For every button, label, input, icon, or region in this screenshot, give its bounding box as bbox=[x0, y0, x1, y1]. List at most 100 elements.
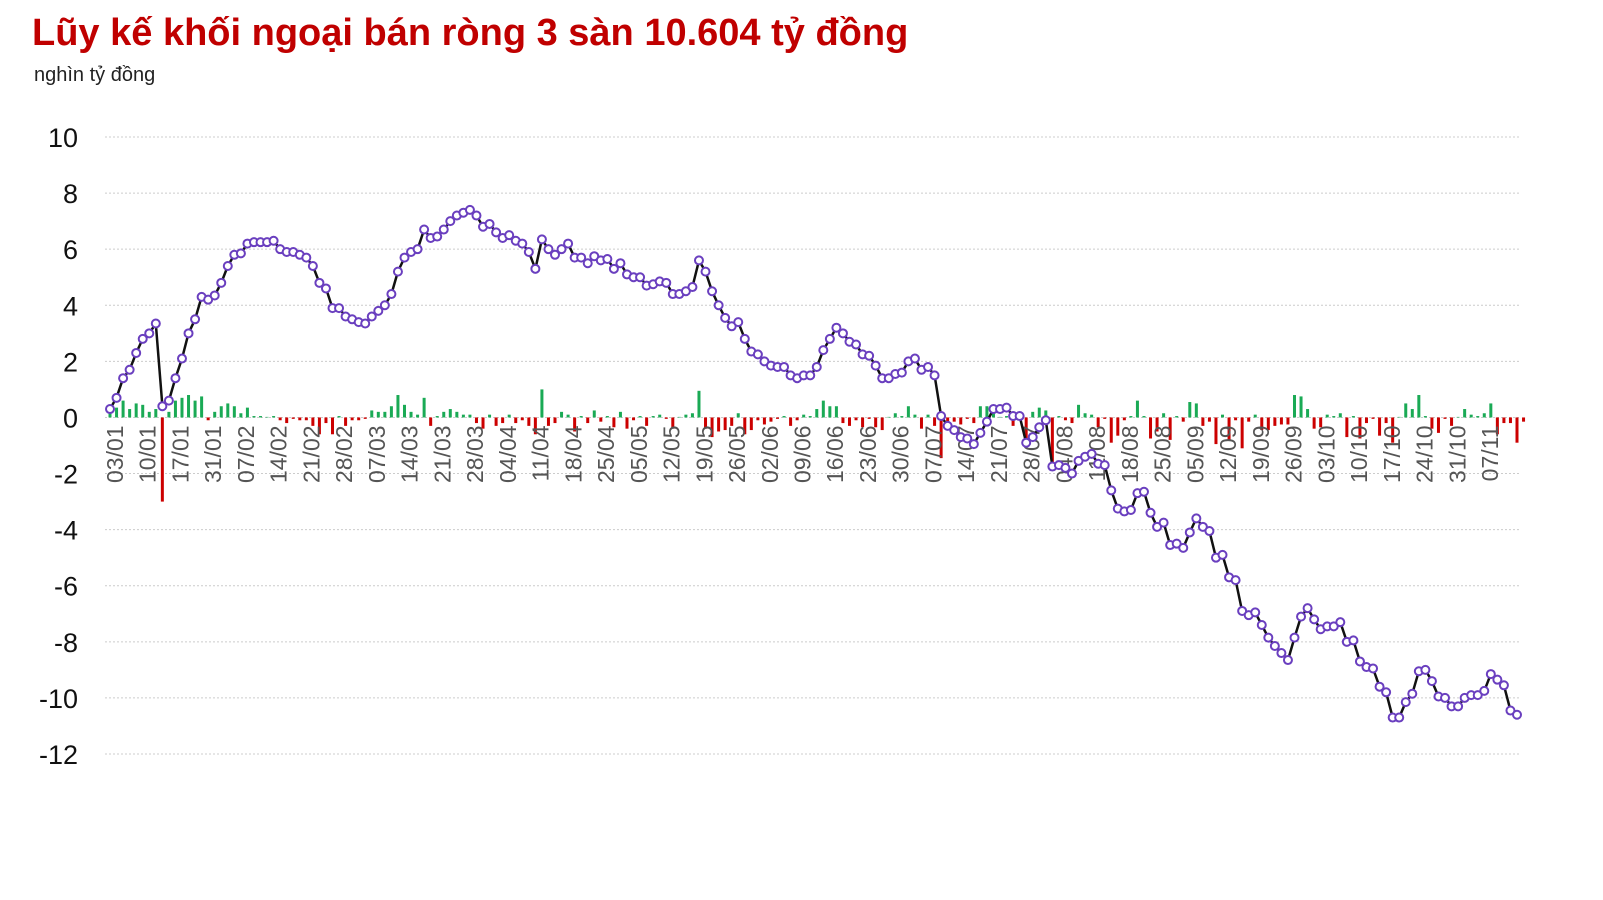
bar bbox=[723, 417, 727, 431]
bar bbox=[1005, 416, 1009, 418]
line-point bbox=[124, 364, 135, 375]
line-point bbox=[1014, 411, 1025, 422]
bar bbox=[383, 411, 387, 418]
bar bbox=[1384, 417, 1388, 424]
line-point bbox=[1184, 527, 1195, 538]
bar bbox=[141, 404, 145, 418]
bar bbox=[1338, 413, 1342, 418]
bar bbox=[965, 417, 969, 419]
line-point bbox=[582, 258, 593, 269]
line-point bbox=[1250, 607, 1261, 618]
bar bbox=[1221, 414, 1225, 418]
bar bbox=[507, 414, 511, 418]
line-point bbox=[1158, 517, 1169, 528]
x-tick-label: 30/06 bbox=[888, 425, 914, 483]
line-point bbox=[137, 333, 148, 344]
bar bbox=[285, 417, 289, 424]
bar bbox=[612, 417, 616, 428]
bar bbox=[730, 417, 734, 426]
line-point bbox=[412, 244, 423, 255]
bar bbox=[952, 417, 956, 422]
bar bbox=[265, 416, 269, 418]
bar bbox=[304, 417, 308, 421]
x-tick-label: 12/05 bbox=[659, 425, 685, 483]
bar bbox=[1371, 417, 1375, 419]
bar bbox=[344, 417, 348, 426]
bar bbox=[520, 417, 524, 421]
bar bbox=[1443, 417, 1447, 419]
line-point bbox=[949, 425, 960, 436]
bar bbox=[1423, 416, 1427, 418]
bar bbox=[1266, 417, 1270, 431]
bar bbox=[1207, 417, 1211, 422]
line-point bbox=[1368, 663, 1379, 674]
bar bbox=[376, 411, 380, 418]
bar bbox=[213, 411, 217, 418]
bar bbox=[697, 390, 701, 418]
bar bbox=[134, 403, 138, 418]
bar bbox=[494, 417, 498, 426]
bar bbox=[259, 416, 263, 418]
bar bbox=[1162, 413, 1166, 418]
line-point bbox=[1263, 632, 1274, 643]
line-point bbox=[438, 224, 449, 235]
bar bbox=[841, 417, 845, 424]
line-point bbox=[1256, 619, 1267, 630]
bar bbox=[409, 411, 413, 418]
bar bbox=[1450, 417, 1454, 426]
bar bbox=[474, 417, 478, 424]
line-point bbox=[1027, 432, 1038, 443]
bar bbox=[311, 417, 315, 426]
x-tick-label: 16/06 bbox=[822, 425, 848, 483]
line-point bbox=[222, 261, 233, 272]
bar bbox=[573, 417, 577, 432]
line-point bbox=[1040, 415, 1051, 426]
x-tick-label: 07/07 bbox=[920, 425, 946, 483]
y-tick-label: 4 bbox=[63, 291, 78, 321]
line-point bbox=[144, 328, 155, 339]
line-point bbox=[131, 347, 142, 358]
bar bbox=[677, 416, 681, 418]
bar bbox=[200, 396, 204, 418]
bar bbox=[481, 417, 485, 429]
x-tick-label: 05/09 bbox=[1182, 425, 1208, 483]
line-point bbox=[1420, 664, 1431, 675]
bar bbox=[1050, 417, 1054, 464]
bar bbox=[1253, 414, 1257, 418]
bar bbox=[337, 416, 341, 418]
bar bbox=[1364, 417, 1368, 424]
bar bbox=[664, 417, 668, 419]
bar bbox=[1279, 417, 1283, 425]
y-tick-label: 8 bbox=[63, 179, 78, 209]
bar bbox=[291, 417, 295, 419]
bar bbox=[821, 400, 825, 418]
line-point bbox=[360, 318, 371, 329]
line-point bbox=[1394, 712, 1405, 723]
bar bbox=[1240, 417, 1244, 449]
line-point bbox=[105, 404, 115, 415]
x-tick-label: 19/09 bbox=[1248, 425, 1274, 483]
bar bbox=[416, 414, 420, 418]
bar bbox=[272, 416, 276, 418]
bar bbox=[540, 389, 544, 418]
bar bbox=[1155, 417, 1159, 432]
bar bbox=[232, 406, 236, 418]
bar bbox=[1096, 417, 1100, 428]
bar bbox=[684, 414, 688, 418]
x-tick-label: 03/01 bbox=[102, 425, 128, 483]
bar bbox=[900, 416, 904, 418]
y-tick-label: 6 bbox=[63, 235, 78, 265]
bar bbox=[1397, 416, 1401, 418]
bar bbox=[1430, 417, 1434, 429]
line-point bbox=[550, 249, 561, 260]
x-tick-label: 11/04 bbox=[528, 425, 554, 481]
x-tick-label: 24/10 bbox=[1412, 425, 1438, 483]
line-point bbox=[530, 263, 541, 274]
bar bbox=[704, 417, 708, 429]
x-tick-label: 31/01 bbox=[200, 425, 226, 483]
bar bbox=[906, 406, 910, 418]
bar bbox=[1502, 417, 1506, 424]
line-point bbox=[190, 314, 201, 325]
bar bbox=[252, 416, 256, 418]
